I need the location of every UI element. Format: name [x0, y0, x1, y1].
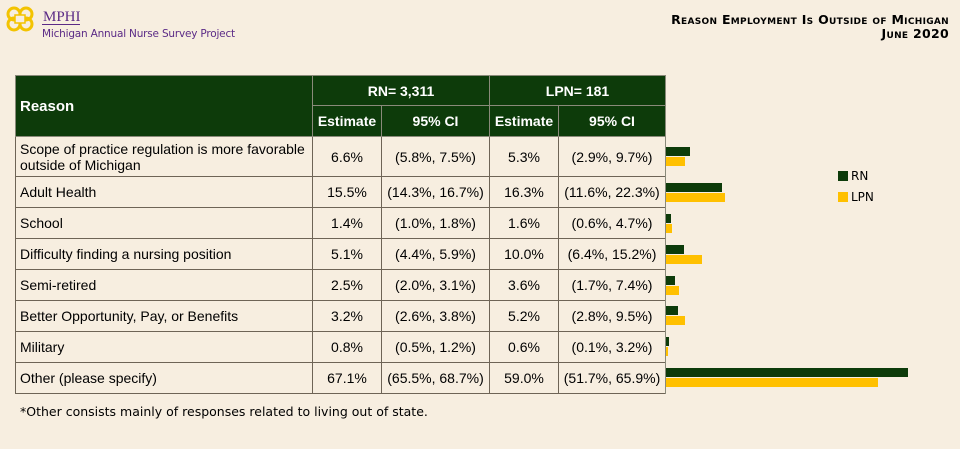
page-title-block: Reason Employment Is Outside of Michigan…: [671, 13, 949, 41]
brand-underline: [42, 24, 80, 25]
legend-label-rn: RN: [851, 168, 869, 183]
lpn-bar: [666, 223, 672, 233]
project-subtitle: Michigan Annual Nurse Survey Project: [42, 28, 235, 40]
lpn-ci-cell: (2.9%, 9.7%): [558, 136, 666, 177]
lpn-estimate-cell: 5.2%: [489, 300, 559, 332]
table-row: Scope of practice regulation is more fav…: [15, 136, 666, 177]
reason-cell: Adult Health: [15, 176, 313, 208]
lpn-ci-cell: (1.7%, 7.4%): [558, 269, 666, 301]
reason-cell: Difficulty finding a nursing position: [15, 238, 313, 270]
rn-bar: [666, 336, 669, 346]
rn-estimate-header: Estimate: [312, 105, 382, 137]
lpn-estimate-cell: 10.0%: [489, 238, 559, 270]
reason-cell: School: [15, 207, 313, 239]
lpn-bar: [666, 157, 686, 166]
rn-ci-cell: (1.0%, 1.8%): [381, 207, 490, 239]
rn-group-header: RN= 3,311: [312, 75, 490, 106]
page-date: June 2020: [881, 26, 949, 41]
reason-cell: Semi-retired: [15, 269, 313, 301]
table-row: Other (please specify) 67.1% (65.5%, 68.…: [15, 362, 666, 394]
rn-bar: [666, 368, 908, 377]
footnote: *Other consists mainly of responses rela…: [20, 404, 428, 419]
lpn-bar: [666, 378, 879, 387]
page-title: Reason Employment Is Outside of Michigan: [671, 12, 949, 27]
rn-estimate-cell: 6.6%: [312, 136, 382, 177]
table-row: Semi-retired 2.5% (2.0%, 3.1%) 3.6% (1.7…: [15, 269, 666, 301]
lpn-estimate-cell: 0.6%: [489, 331, 559, 363]
brand-name: MPHI: [43, 9, 81, 25]
bar-chart: [665, 137, 925, 394]
rn-ci-cell: (0.5%, 1.2%): [381, 331, 490, 363]
table-row: Military 0.8% (0.5%, 1.2%) 0.6% (0.1%, 3…: [15, 331, 666, 363]
lpn-ci-cell: (51.7%, 65.9%): [558, 362, 666, 394]
rn-bar: [666, 244, 685, 254]
rn-estimate-cell: 15.5%: [312, 176, 382, 208]
legend-item-lpn: LPN: [838, 186, 874, 207]
rn-estimate-cell: 5.1%: [312, 238, 382, 270]
lpn-ci-header: 95% CI: [558, 105, 666, 137]
rn-estimate-cell: 2.5%: [312, 269, 382, 301]
reason-cell: Military: [15, 331, 313, 363]
rn-ci-cell: (2.6%, 3.8%): [381, 300, 490, 332]
table-row: Adult Health 15.5% (14.3%, 16.7%) 16.3% …: [15, 176, 666, 208]
reason-cell: Better Opportunity, Pay, or Benefits: [15, 300, 313, 332]
legend-label-lpn: LPN: [851, 189, 874, 204]
lpn-group-header: LPN= 181: [489, 75, 666, 106]
reason-cell: Other (please specify): [15, 362, 313, 394]
rn-ci-cell: (2.0%, 3.1%): [381, 269, 490, 301]
rn-ci-cell: (4.4%, 5.9%): [381, 238, 490, 270]
reasons-table: Reason RN= 3,311 LPN= 181 Estimate 95% C…: [15, 75, 666, 394]
table-row: Better Opportunity, Pay, or Benefits 3.2…: [15, 300, 666, 332]
lpn-bar: [666, 254, 702, 264]
lpn-ci-cell: (0.1%, 3.2%): [558, 331, 666, 363]
rn-bar: [666, 213, 672, 223]
lpn-bar: [666, 192, 725, 202]
rn-estimate-cell: 3.2%: [312, 300, 382, 332]
lpn-estimate-cell: 1.6%: [489, 207, 559, 239]
lpn-bar: [666, 285, 679, 295]
legend-item-rn: RN: [838, 165, 874, 186]
table-row: Difficulty finding a nursing position 5.…: [15, 238, 666, 270]
reason-cell: Scope of practice regulation is more fav…: [15, 136, 313, 177]
lpn-ci-cell: (6.4%, 15.2%): [558, 238, 666, 270]
lpn-estimate-header: Estimate: [489, 105, 559, 137]
lpn-estimate-cell: 3.6%: [489, 269, 559, 301]
lpn-ci-cell: (11.6%, 22.3%): [558, 176, 666, 208]
rn-ci-cell: (5.8%, 7.5%): [381, 136, 490, 177]
lpn-swatch-icon: [838, 191, 848, 202]
rn-bar: [666, 182, 722, 192]
rn-estimate-cell: 67.1%: [312, 362, 382, 394]
rn-swatch-icon: [838, 170, 848, 181]
rn-estimate-cell: 0.8%: [312, 331, 382, 363]
mphi-logo-icon: [6, 6, 34, 32]
lpn-estimate-cell: 5.3%: [489, 136, 559, 177]
rn-ci-cell: (14.3%, 16.7%): [381, 176, 490, 208]
chart-legend: RN LPN: [838, 165, 874, 207]
rn-bar: [666, 305, 678, 315]
lpn-estimate-cell: 16.3%: [489, 176, 559, 208]
rn-ci-header: 95% CI: [381, 105, 490, 137]
rn-estimate-cell: 1.4%: [312, 207, 382, 239]
table-row: School 1.4% (1.0%, 1.8%) 1.6% (0.6%, 4.7…: [15, 207, 666, 239]
rn-bar: [666, 147, 690, 156]
reason-column-header: Reason: [15, 75, 313, 137]
rn-ci-cell: (65.5%, 68.7%): [381, 362, 490, 394]
lpn-ci-cell: (2.8%, 9.5%): [558, 300, 666, 332]
lpn-ci-cell: (0.6%, 4.7%): [558, 207, 666, 239]
lpn-estimate-cell: 59.0%: [489, 362, 559, 394]
rn-bar: [666, 275, 675, 285]
chart-axis: [665, 137, 666, 394]
lpn-bar: [666, 315, 685, 325]
lpn-bar: [666, 346, 669, 356]
